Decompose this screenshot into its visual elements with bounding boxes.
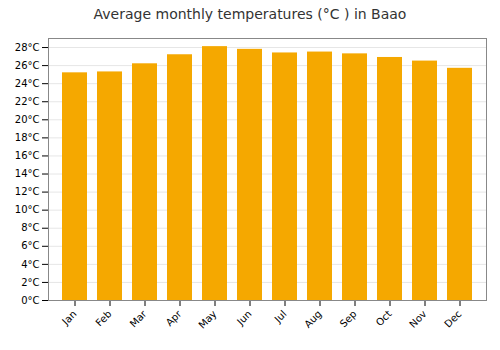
html-text:Average monthly temperatures (: Average monthly temperatures (°C ) in Ba… [93, 6, 407, 22]
svg-text:2°C: 2°C [21, 277, 39, 288]
svg-text:Dec: Dec [442, 308, 463, 329]
svg-text:26°C: 26°C [15, 60, 40, 71]
svg-text:Mar: Mar [128, 308, 150, 330]
svg-text:12°C: 12°C [15, 186, 40, 197]
svg-text:Sep: Sep [338, 308, 359, 329]
svg-text:4°C: 4°C [21, 259, 39, 270]
svg-text:20°C: 20°C [15, 114, 40, 125]
svg-text:Jul: Jul [272, 308, 289, 325]
svg-text:24°C: 24°C [15, 78, 40, 89]
svg-text:16°C: 16°C [15, 150, 40, 161]
svg-text:18°C: 18°C [15, 132, 40, 143]
svg-text:Oct: Oct [374, 308, 394, 328]
svg-text:0°C: 0°C [21, 295, 39, 306]
svg-text:Aug: Aug [302, 308, 324, 330]
svg-text:Jun: Jun [234, 308, 254, 328]
svg-text:Nov: Nov [407, 308, 429, 330]
svg-text:Feb: Feb [93, 308, 113, 328]
svg-text:Jan: Jan [59, 308, 78, 327]
svg-text:10°C: 10°C [15, 204, 40, 215]
svg-text:28°C: 28°C [15, 42, 40, 53]
svg-text:May: May [196, 308, 218, 330]
svg-text:8°C: 8°C [21, 222, 39, 233]
svg-text:22°C: 22°C [15, 96, 40, 107]
svg-text:6°C: 6°C [21, 240, 39, 251]
svg-text:14°C: 14°C [15, 168, 40, 179]
svg-text:Apr: Apr [164, 308, 185, 329]
